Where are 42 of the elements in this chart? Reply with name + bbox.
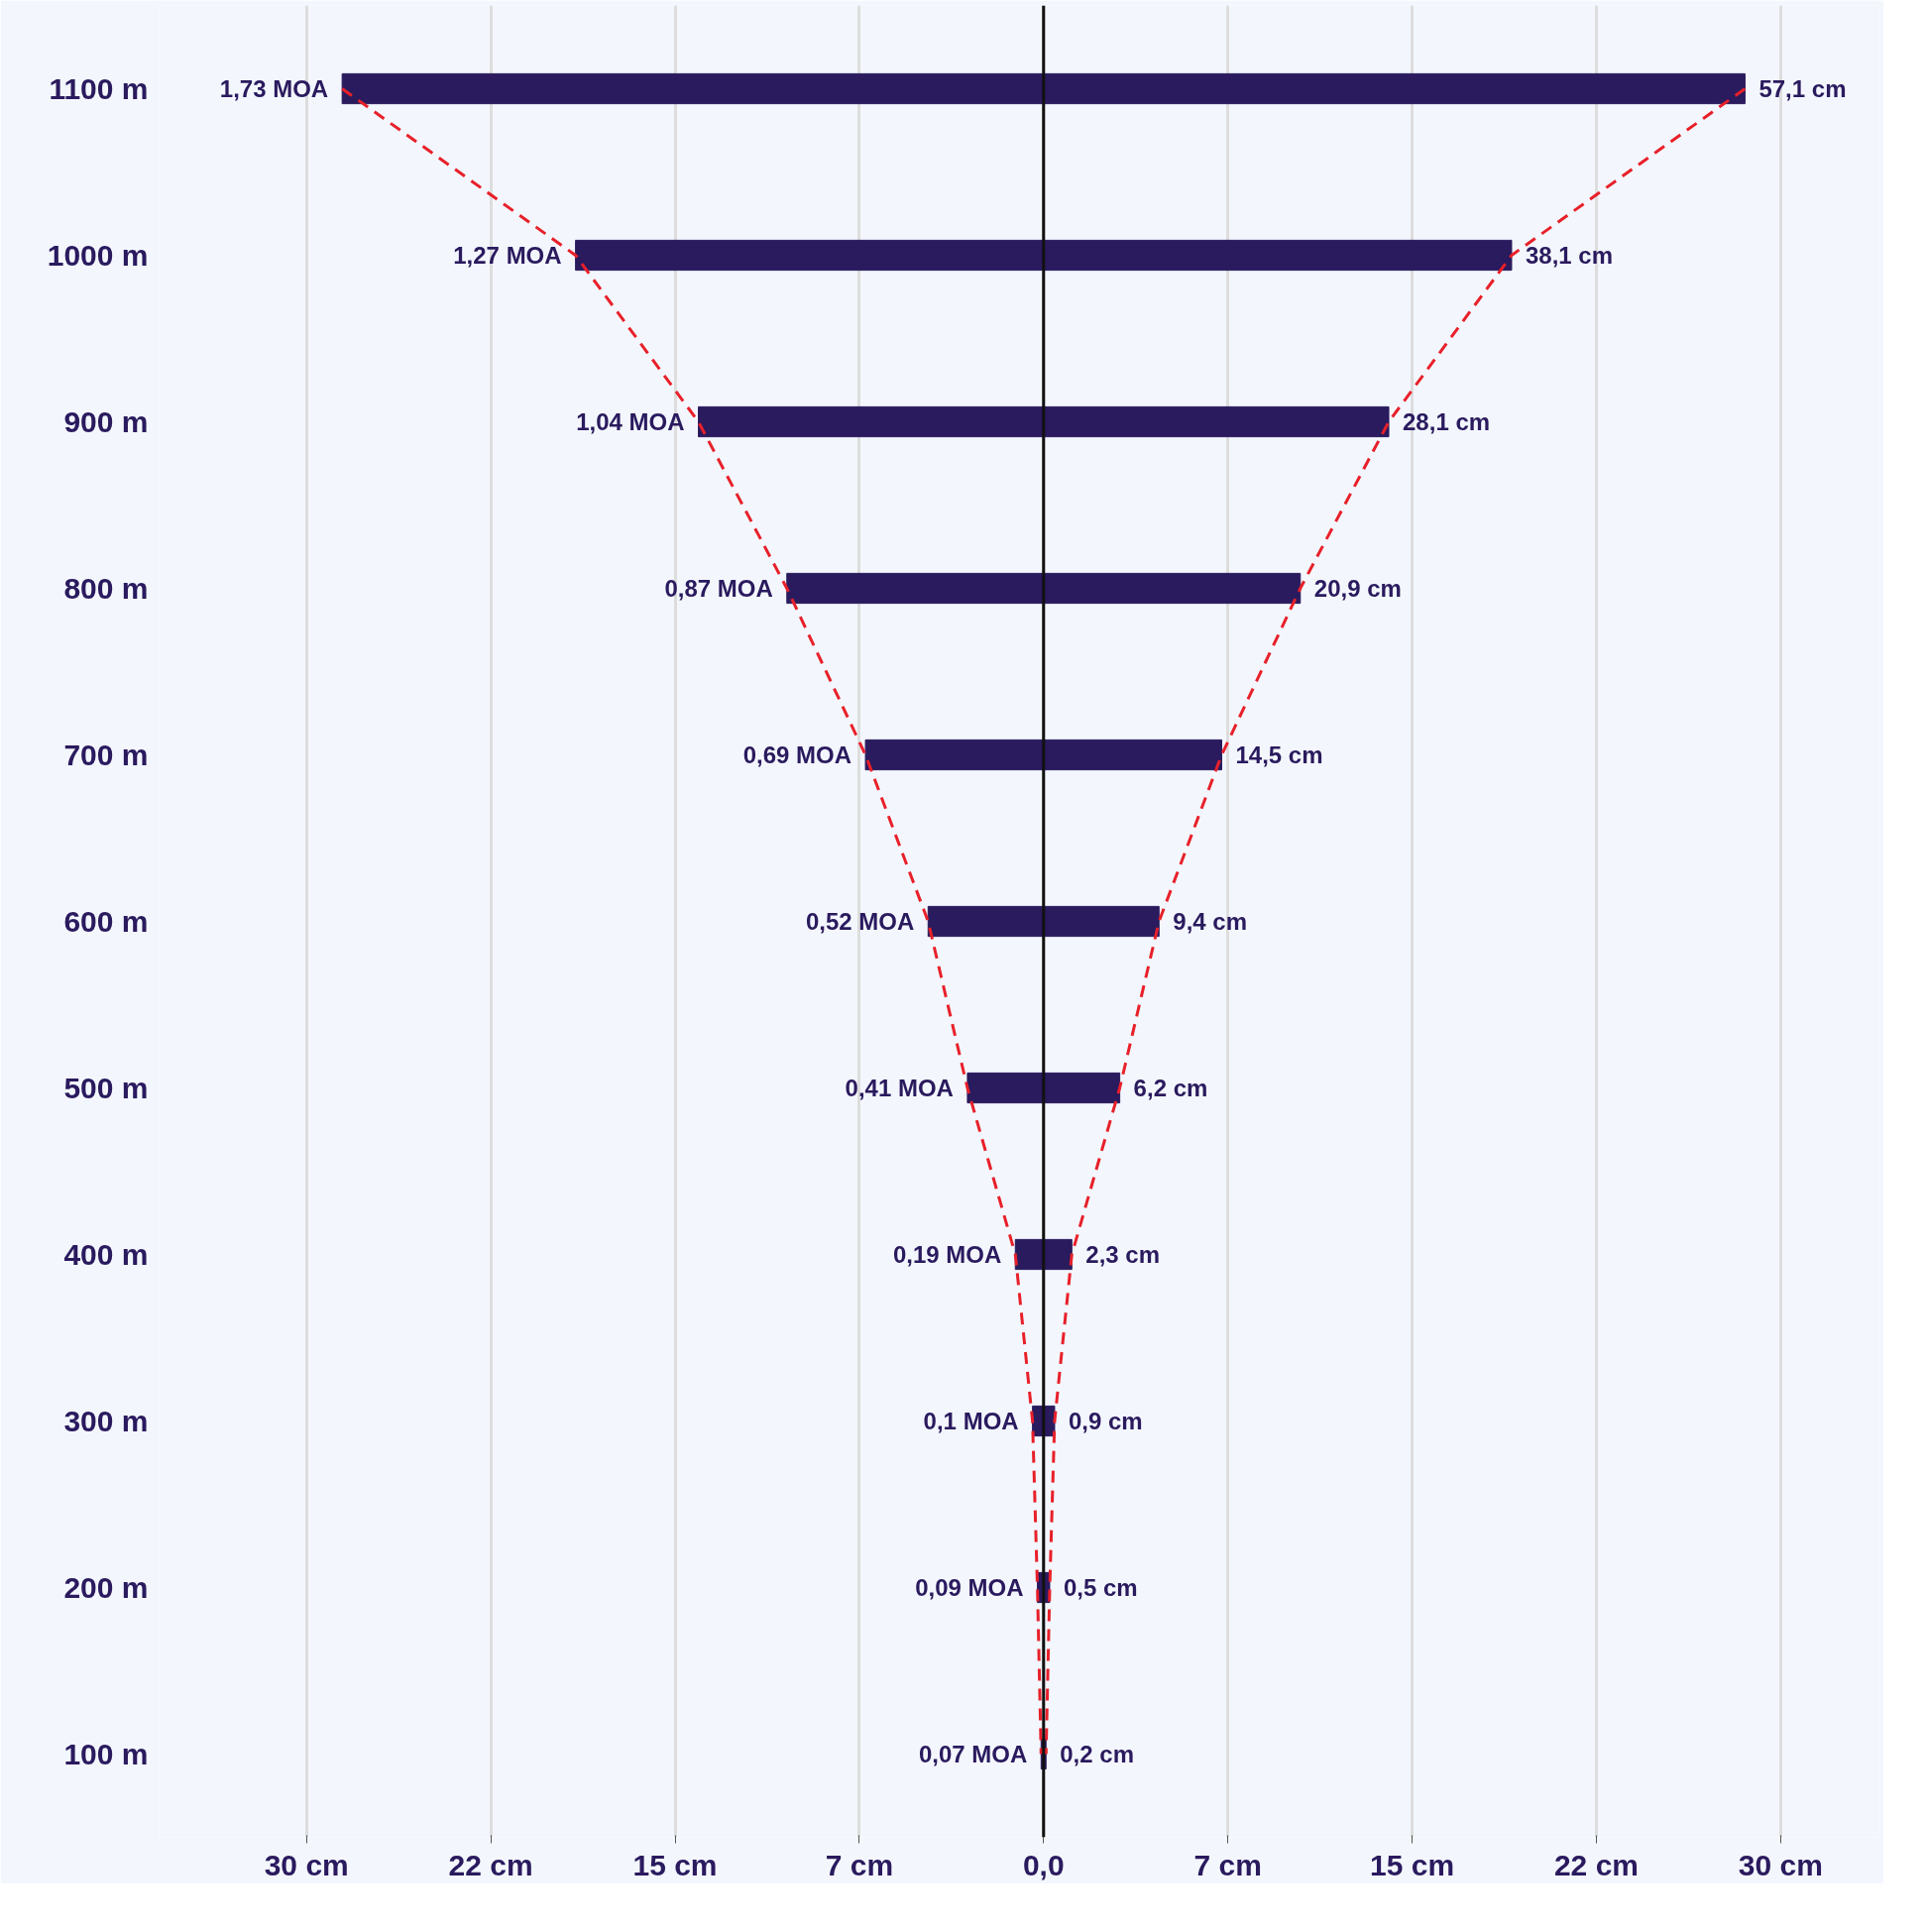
y-tick-label: 700 m [63, 739, 149, 771]
annotation: 1,73 MOA [219, 75, 329, 102]
y-tick-label: 600 m [63, 905, 149, 938]
annotation: 0,07 MOA [918, 1741, 1028, 1767]
data-label: 2,3 cm [1085, 1241, 1161, 1268]
x-tick-label: 30 cm [264, 1848, 349, 1881]
annotation: 0,69 MOA [742, 741, 852, 768]
y-tick-label: 500 m [63, 1072, 149, 1104]
annotation: 1,27 MOA [453, 242, 562, 269]
annotation: 0,19 MOA [892, 1241, 1002, 1268]
annotation: 0,1 MOA [923, 1408, 1019, 1434]
annotation: 0,52 MOA [805, 908, 915, 935]
annotation: 0,41 MOA [845, 1075, 954, 1101]
y-tick-label: 1100 m [49, 72, 149, 105]
y-tick-label: 900 m [63, 405, 149, 438]
y-tick-label: 100 m [63, 1738, 149, 1770]
data-label: 0,2 cm [1060, 1741, 1134, 1767]
y-tick-label: 1000 m [47, 239, 149, 272]
data-label: 28,1 cm [1403, 408, 1491, 435]
y-tick-label: 400 m [63, 1238, 149, 1271]
data-label: 9,4 cm [1173, 908, 1247, 935]
data-label: 38,1 cm [1525, 242, 1614, 269]
x-tick-label: 15 cm [1370, 1848, 1455, 1881]
x-tick-label: 7 cm [825, 1848, 894, 1881]
y-tick-label: 200 m [63, 1571, 149, 1604]
annotation: 1,04 MOA [576, 408, 685, 435]
annotation: 0,87 MOA [664, 575, 773, 602]
x-tick-label: 22 cm [448, 1848, 533, 1881]
data-label: 14,5 cm [1235, 741, 1323, 768]
data-label: 0,9 cm [1068, 1408, 1143, 1434]
annotation: 0,09 MOA [915, 1574, 1024, 1601]
x-tick-label: 30 cm [1738, 1848, 1823, 1881]
data-label: 0,5 cm [1063, 1574, 1138, 1601]
data-label: 57,1 cm [1758, 75, 1847, 102]
x-tick-label: 22 cm [1553, 1848, 1640, 1881]
x-tick-label: 7 cm [1193, 1848, 1262, 1881]
x-tick-label: 15 cm [632, 1848, 718, 1881]
data-label: 20,9 cm [1313, 575, 1402, 602]
x-tick-label: 0,0 [1022, 1848, 1065, 1881]
y-tick-label: 300 m [63, 1405, 149, 1437]
y-tick-label: 800 m [63, 572, 149, 605]
data-label: 6,2 cm [1133, 1075, 1208, 1101]
